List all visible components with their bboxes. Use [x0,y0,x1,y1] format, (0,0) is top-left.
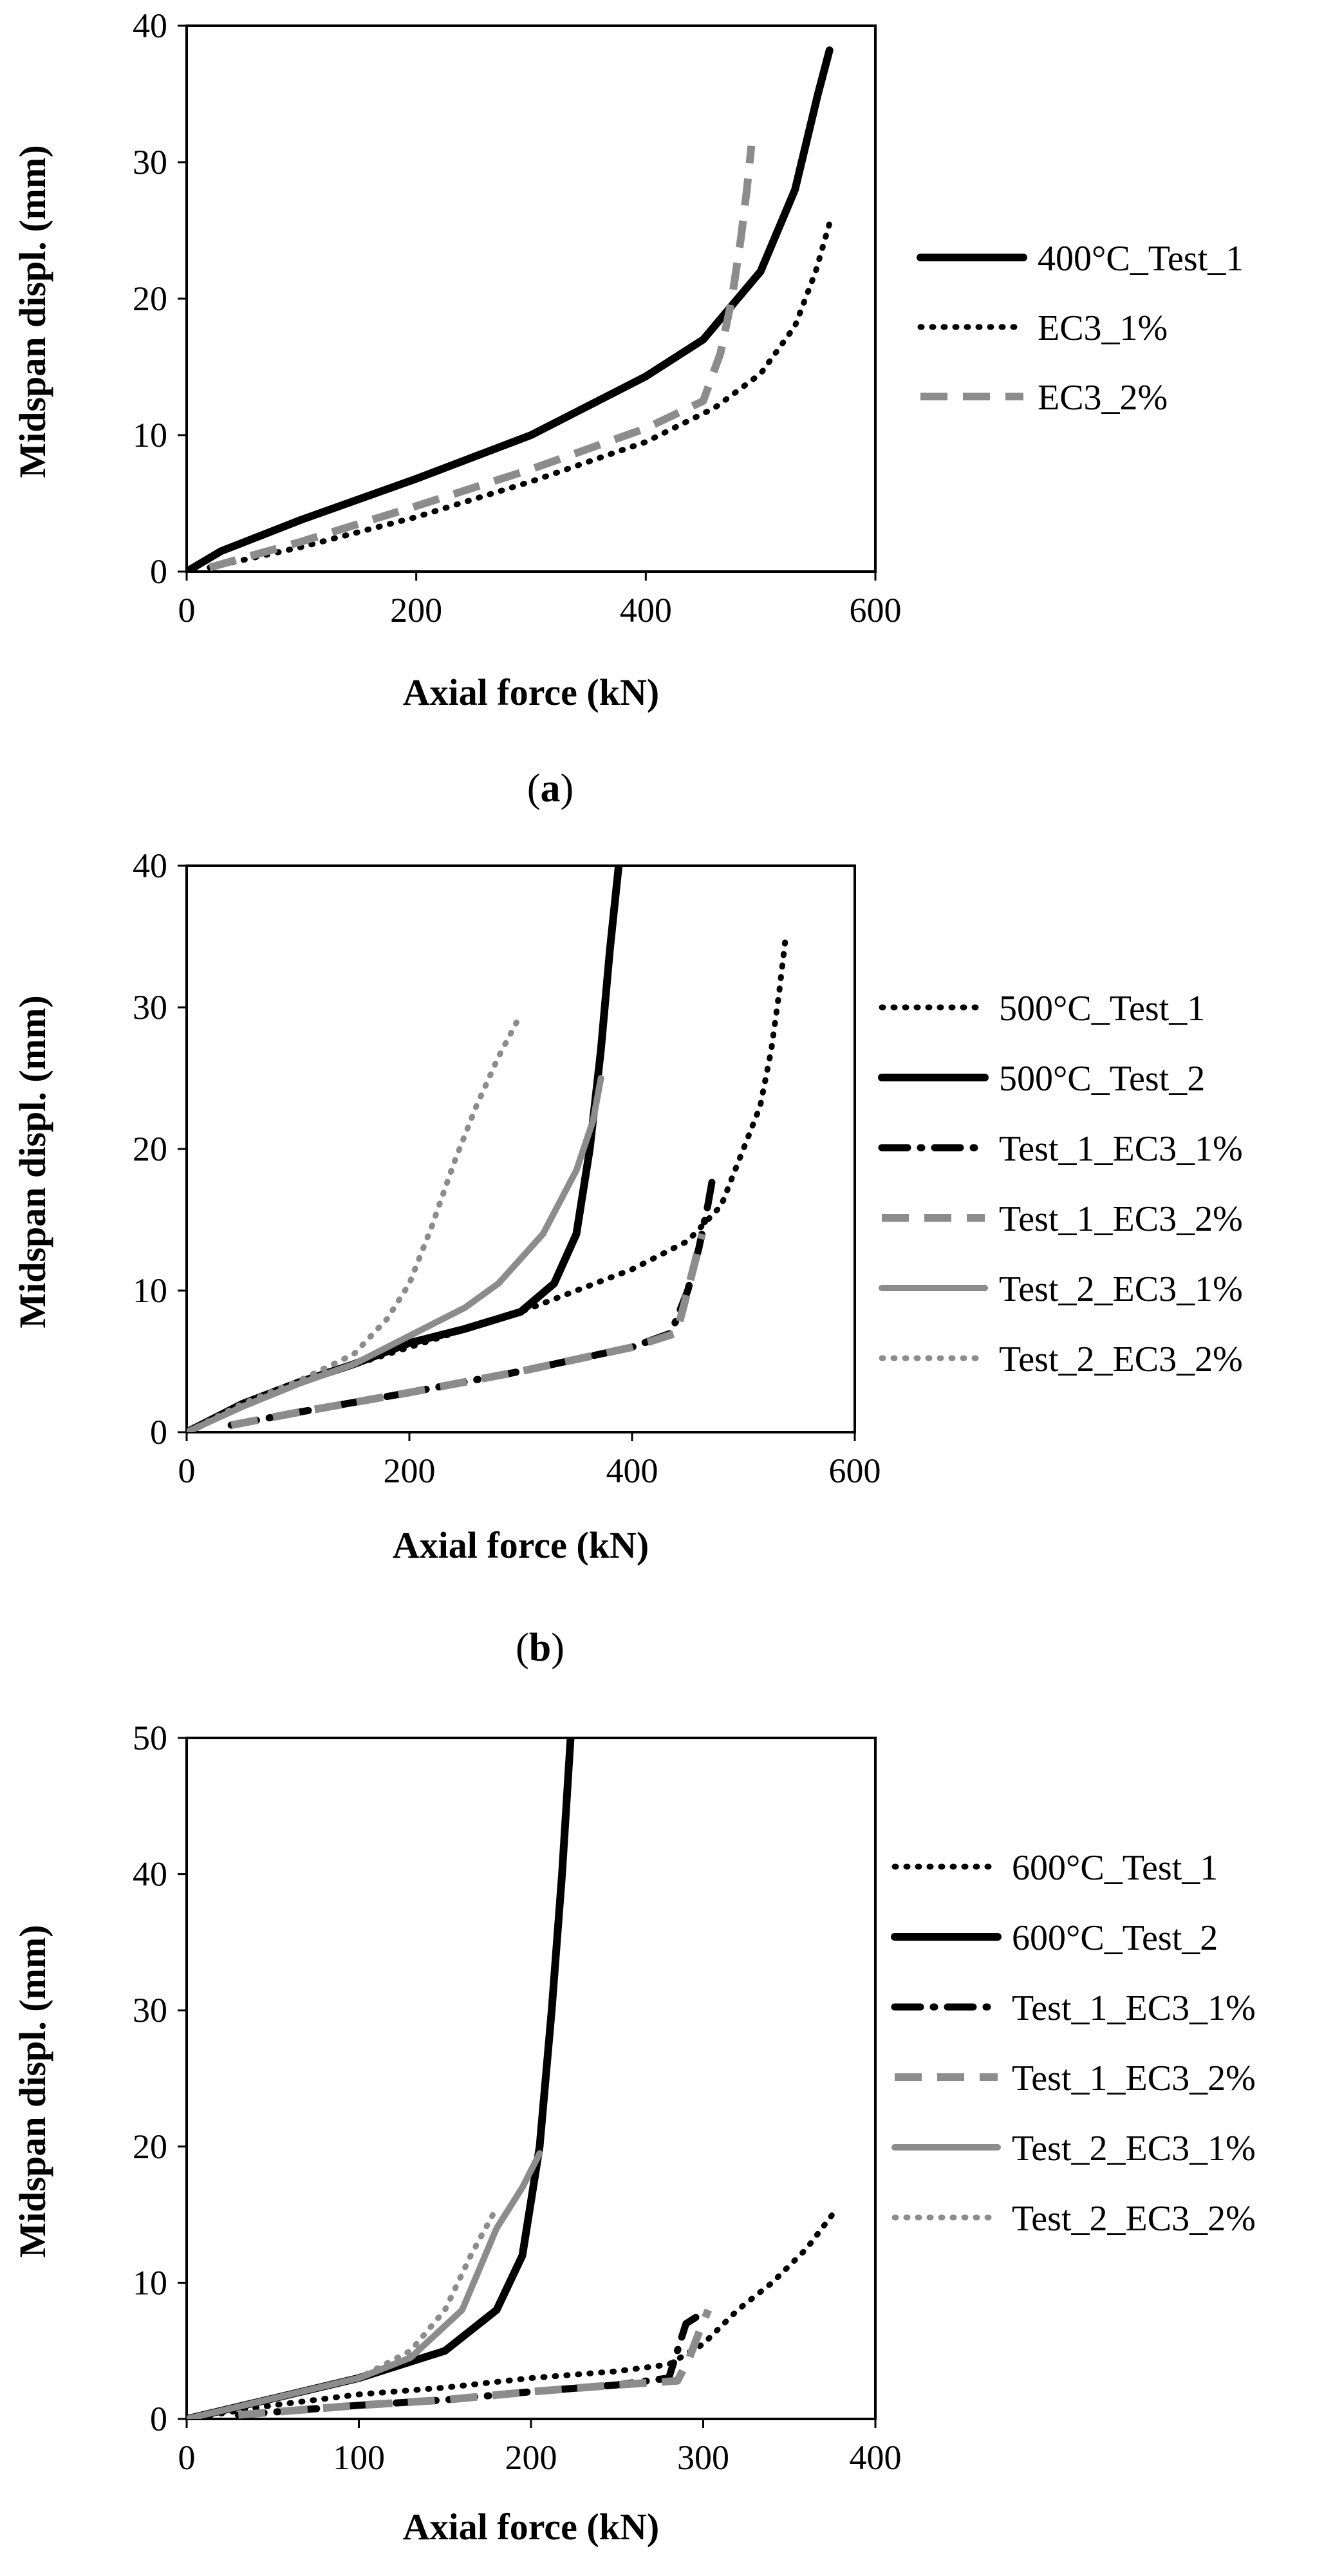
y-tick-label: 10 [133,416,167,454]
x-tick-label: 400 [606,1451,658,1490]
series-line [230,1233,706,1429]
x-tick-label: 400 [850,2438,902,2477]
series-line [187,1011,524,1432]
y-tick-label: 40 [133,1855,167,1894]
y-tick-label: 40 [133,846,167,885]
plot-frame [185,864,856,1433]
y-axis-label: Midspan displ. (mm) [12,995,53,1328]
y-axis-label: Midspan displ. (mm) [12,145,53,478]
chart-a: 0 200 400 600 0 10 20 30 40 Axial force (kN) Midsp… [12,6,1244,810]
series-line [187,46,834,572]
y-tick-label: 10 [133,1271,167,1310]
y-tick-label: 20 [133,279,167,318]
x-tick-label: 600 [850,591,902,630]
y-tick-label: 20 [133,2127,167,2166]
legend-label: 500°C_Test_2 [999,1059,1205,1099]
legend-label: Test_1_EC3_2% [999,1199,1243,1239]
y-tick-label: 30 [133,143,167,182]
x-tick-label: 600 [829,1451,881,1490]
subfigure-caption: (a) [527,767,573,810]
legend-label: Test_2_EC3_2% [999,1339,1243,1379]
series-line [238,2308,713,2419]
y-tick-label: 0 [150,2400,167,2438]
y-tick-label: 10 [133,2263,167,2302]
x-tick-label: 400 [620,591,672,630]
y-tick-label: 0 [150,1413,167,1451]
x-tick-label: 0 [178,2438,196,2477]
y-tick-label: 30 [133,1991,167,2030]
y-tick-label: 50 [133,1719,167,1757]
x-tick-label: 300 [677,2438,729,2477]
legend-label: Test_1_EC3_2% [1012,2058,1256,2098]
y-axis-label: Midspan displ. (mm) [12,1925,53,2257]
plot-frame [185,24,877,573]
legend-label: 400°C_Test_1 [1038,239,1244,279]
chart-c: 0 100 200 300 400 0 10 20 30 40 50 Axial force (kN)… [12,1719,1256,2548]
series-line [207,220,833,571]
legend-label: Test_1_EC3_1% [999,1129,1243,1169]
x-tick-label: 0 [178,591,196,630]
legend-label: EC3_2% [1038,378,1168,418]
legend-label: Test_2_EC3_1% [1012,2129,1256,2169]
legend-label: Test_1_EC3_1% [1012,1988,1256,2028]
legend-label: 600°C_Test_2 [1012,1918,1218,1958]
legend-label: Test_2_EC3_2% [1012,2199,1256,2239]
legend-label: EC3_1% [1038,308,1168,348]
series-line [187,1075,604,1432]
legend: 400°C_Test_1 EC3_1% EC3_2% [917,239,1244,418]
series-line [209,145,756,572]
y-tick-label: 0 [150,552,167,591]
series-line [234,2309,707,2419]
legend-label: 500°C_Test_1 [999,989,1205,1029]
x-axis-label: Axial force (kN) [403,2506,659,2548]
y-tick-label: 40 [133,6,167,45]
x-axis-label: Axial force (kN) [393,1524,649,1566]
x-tick-label: 200 [505,2438,557,2477]
y-tick-label: 30 [133,988,167,1027]
legend: 500°C_Test_1 500°C_Test_2 Test_1_EC3_1% Tes… [878,989,1243,1379]
x-tick-label: 200 [384,1451,436,1490]
series-line [187,933,789,1432]
y-tick-label: 20 [133,1130,167,1168]
legend: 600°C_Test_1 600°C_Test_2 Test_1_EC3_1% Tes… [891,1848,1256,2239]
x-tick-label: 200 [390,591,442,630]
series-line [187,2150,543,2419]
x-tick-label: 100 [333,2438,385,2477]
x-axis-label: Axial force (kN) [403,671,659,713]
legend-label: 600°C_Test_1 [1012,1848,1218,1888]
series-line [187,2205,499,2419]
chart-b: 0 200 400 600 0 10 20 30 40 Axial force (kN) Midsp… [12,846,1243,1670]
plot-frame [185,1737,877,2420]
series-line [187,864,623,1432]
x-tick-label: 0 [178,1451,196,1490]
subfigure-caption: (b) [516,1626,564,1670]
series-line [187,1737,575,2419]
series-line [187,2212,835,2419]
legend-label: Test_2_EC3_1% [999,1269,1243,1309]
